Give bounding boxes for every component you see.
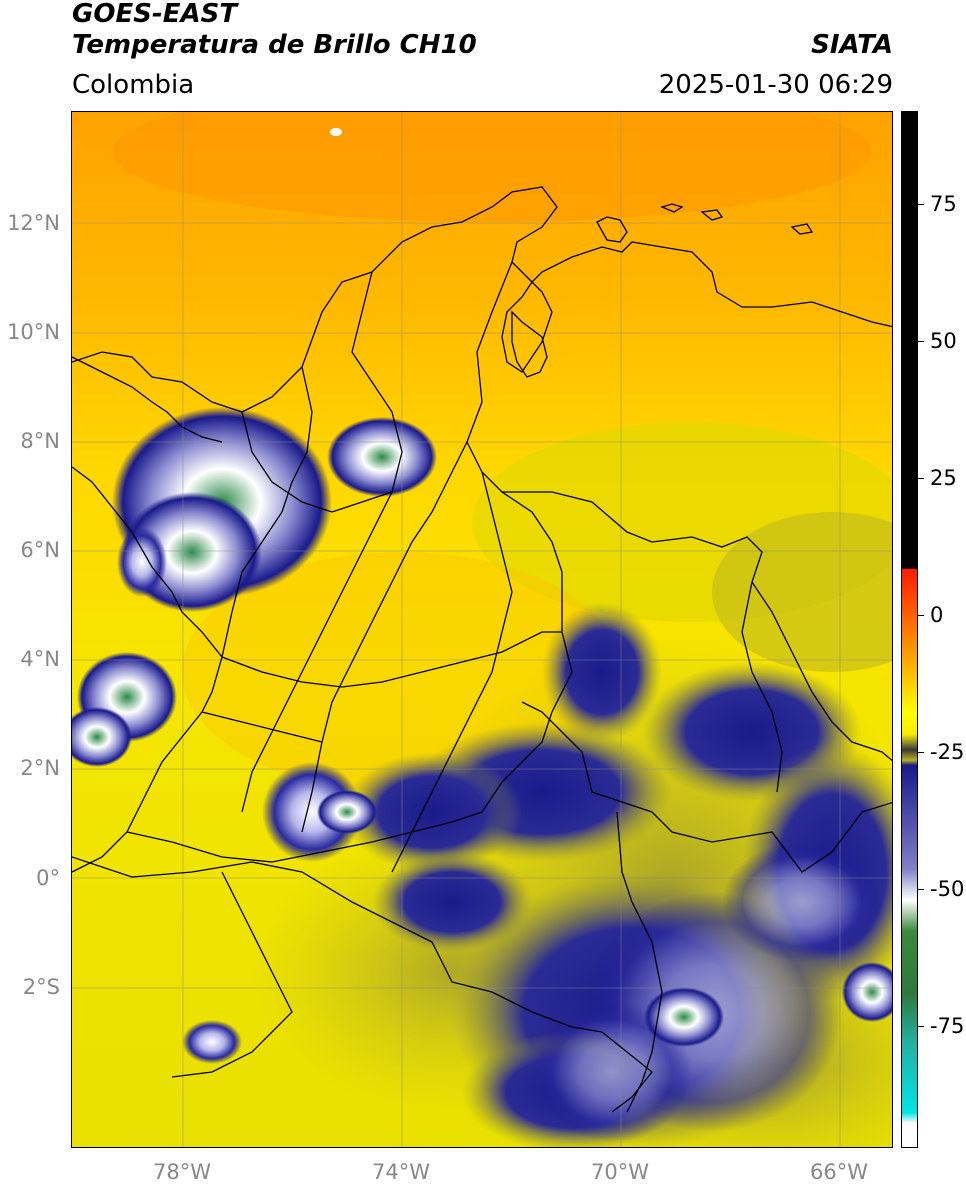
lat-tick-10n: 10°N	[7, 320, 60, 344]
graticule	[72, 112, 892, 1147]
lat-tick-6n: 6°N	[20, 538, 60, 562]
lat-tick-8n: 8°N	[20, 429, 60, 453]
datetime-label: 2025-01-30 06:29	[658, 70, 893, 100]
boundaries	[72, 186, 892, 1113]
colorbar	[901, 111, 918, 1148]
lon-tick-66w: 66°W	[810, 1160, 868, 1184]
agency-label: SIATA	[811, 30, 893, 60]
lon-tick-74w: 74°W	[372, 1160, 430, 1184]
cbar-tick-75	[918, 204, 924, 205]
cbar-label-minus75: -75	[930, 1014, 965, 1038]
cbar-label-50: 50	[930, 329, 957, 353]
cbar-tick-0	[918, 615, 924, 616]
cbar-label-25: 25	[930, 466, 957, 490]
cbar-label-0: 0	[930, 603, 944, 627]
map-canvas	[72, 112, 892, 1147]
cbar-label-minus50: -50	[930, 877, 965, 901]
satellite-title: GOES-EAST	[72, 0, 238, 29]
region-label: Colombia	[72, 70, 195, 100]
colorbar-gradient	[902, 112, 917, 1147]
lon-tick-70w: 70°W	[591, 1160, 649, 1184]
cbar-tick-minus25	[918, 752, 924, 753]
satellite-map	[71, 111, 893, 1148]
lat-tick-12n: 12°N	[7, 211, 60, 235]
cbar-tick-minus75	[918, 1026, 924, 1027]
lat-tick-2s: 2°S	[22, 975, 60, 999]
cbar-tick-minus50	[918, 889, 924, 890]
lat-tick-4n: 4°N	[20, 647, 60, 671]
cbar-label-75: 75	[930, 192, 957, 216]
cbar-label-minus25: -25	[930, 740, 965, 764]
lat-tick-0: 0°	[36, 866, 60, 890]
cbar-tick-25	[918, 478, 924, 479]
cbar-tick-50	[918, 341, 924, 342]
product-title: Temperatura de Brillo CH10	[72, 30, 477, 60]
lon-tick-78w: 78°W	[153, 1160, 211, 1184]
lat-tick-2n: 2°N	[20, 756, 60, 780]
